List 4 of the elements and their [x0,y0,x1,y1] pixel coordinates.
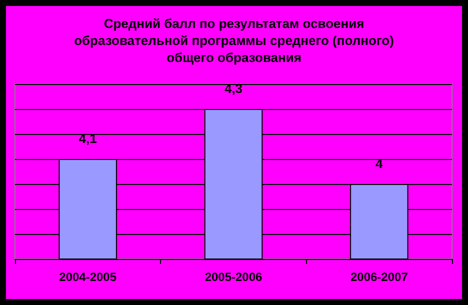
x-tick-label: 2004-2005 [59,270,117,284]
chart-title: Средний балл по результатам освоения образовательной программы среднего (полного) общего образования [74,16,394,65]
x-tick-label: 2006-2007 [350,270,408,284]
x-tick-label: 2005-2006 [204,270,263,284]
